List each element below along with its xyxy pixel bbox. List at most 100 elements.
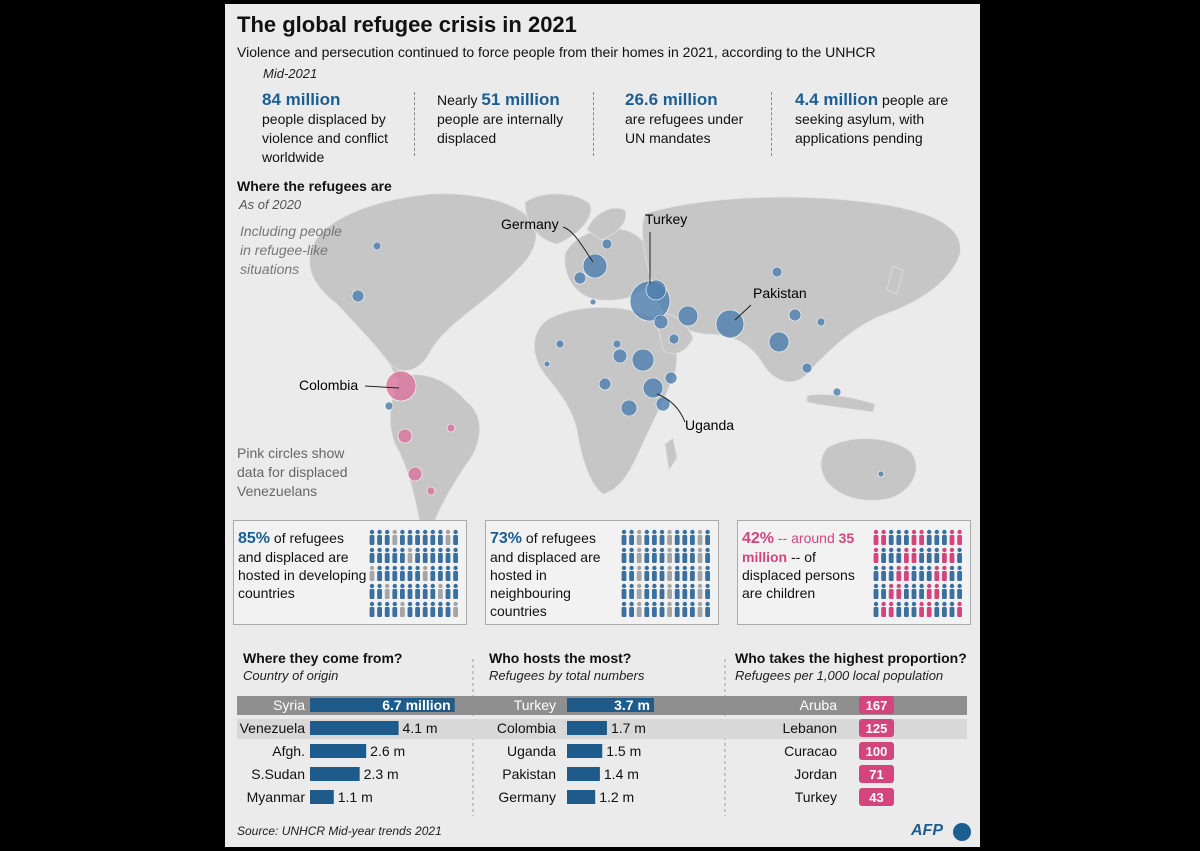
person-figure xyxy=(644,565,650,581)
person-figure xyxy=(873,565,879,581)
person-figure xyxy=(629,565,634,581)
person-figure xyxy=(392,547,398,563)
person-figure xyxy=(621,547,627,563)
person-figure xyxy=(445,565,451,581)
person-figure xyxy=(904,529,909,545)
person-figure xyxy=(926,547,932,563)
person-figure xyxy=(369,601,375,617)
person-figure xyxy=(445,601,451,617)
person-figure xyxy=(659,583,665,599)
bar-category-label: Afgh. xyxy=(272,743,305,759)
stat-value: 26.6 million xyxy=(625,90,718,109)
map-bubble xyxy=(801,362,813,374)
map-bubble xyxy=(664,371,678,385)
map-bubble xyxy=(407,466,423,482)
person-figure xyxy=(888,601,894,617)
person-figure xyxy=(674,601,680,617)
map-bubble xyxy=(397,428,413,444)
person-figure xyxy=(919,565,924,581)
person-figure xyxy=(636,583,642,599)
person-figure xyxy=(690,565,695,581)
person-figure xyxy=(369,583,375,599)
person-figure xyxy=(415,547,420,563)
person-figure xyxy=(430,565,436,581)
person-figure xyxy=(674,583,680,599)
bar xyxy=(310,721,399,735)
person-figure xyxy=(652,529,657,545)
person-figure xyxy=(430,583,436,599)
person-figure xyxy=(652,583,657,599)
fact-percent: 42% xyxy=(742,530,775,547)
person-figure xyxy=(407,601,413,617)
person-figure xyxy=(377,529,382,545)
person-figure xyxy=(621,583,627,599)
fact-text: of refugees and displaced are hosted in … xyxy=(238,530,367,601)
person-figure xyxy=(407,583,413,599)
person-figure xyxy=(911,601,917,617)
person-figure xyxy=(705,583,710,599)
stat-divider xyxy=(414,92,415,156)
person-figure xyxy=(705,565,710,581)
proportion-value-label: 125 xyxy=(866,721,888,736)
person-figure xyxy=(659,529,665,545)
bar xyxy=(310,698,455,712)
person-figure xyxy=(652,547,657,563)
person-figure xyxy=(629,583,634,599)
person-figure xyxy=(400,565,405,581)
person-figure xyxy=(369,529,375,545)
person-figure xyxy=(445,529,451,545)
map-bubble xyxy=(384,401,394,411)
bar xyxy=(567,790,596,804)
person-figure xyxy=(392,565,398,581)
person-figure xyxy=(652,565,657,581)
proportion-badge xyxy=(859,696,894,714)
bar-value-label: 1.2 m xyxy=(599,789,634,805)
map-bubble xyxy=(668,333,680,345)
stat-text: are refugees under UN mandates xyxy=(625,111,744,146)
person-figure xyxy=(942,583,947,599)
proportion-value-label: 43 xyxy=(869,790,883,805)
person-figure xyxy=(400,529,405,545)
person-figure xyxy=(415,565,420,581)
person-figure xyxy=(942,601,947,617)
person-figure xyxy=(949,583,955,599)
person-figure xyxy=(881,547,886,563)
person-figure xyxy=(636,529,642,545)
hosts-chart-title: Who hosts the most? xyxy=(489,650,632,666)
person-figure xyxy=(422,547,428,563)
map-bubble xyxy=(385,370,417,402)
fact-text: of refugees and displaced are hosted in … xyxy=(490,530,601,619)
person-figure xyxy=(942,547,947,563)
map-bubble xyxy=(426,486,436,496)
proportion-category-label: Aruba xyxy=(800,697,838,713)
fact-percent: 85% xyxy=(238,530,271,547)
person-figure xyxy=(453,583,458,599)
bar xyxy=(310,790,334,804)
person-figure xyxy=(674,547,680,563)
map-leader-lines xyxy=(364,226,752,423)
person-figure xyxy=(697,547,703,563)
person-figure xyxy=(942,565,947,581)
proportion-badge xyxy=(859,719,894,737)
person-figure xyxy=(957,583,962,599)
person-figure xyxy=(407,529,413,545)
person-figure xyxy=(896,583,902,599)
label-pakistan: Pakistan xyxy=(753,285,807,301)
person-figure xyxy=(888,529,894,545)
person-figure xyxy=(682,547,688,563)
fact-box-developing: 85% of refugees and displaced are hosted… xyxy=(233,520,467,625)
person-figure xyxy=(881,565,886,581)
person-figure xyxy=(621,565,627,581)
bar xyxy=(567,767,600,781)
map-bubble xyxy=(598,377,612,391)
label-turkey: Turkey xyxy=(645,211,687,227)
person-figure xyxy=(896,565,902,581)
person-figure xyxy=(690,601,695,617)
label-germany: Germany xyxy=(501,216,559,232)
person-figure xyxy=(407,547,413,563)
map-bubble xyxy=(771,266,783,278)
bar-value-label: 6.7 million xyxy=(382,697,450,713)
person-figure xyxy=(881,529,886,545)
person-figure xyxy=(934,547,940,563)
fact-box-neighbouring: 73% of refugees and displaced are hosted… xyxy=(485,520,719,625)
